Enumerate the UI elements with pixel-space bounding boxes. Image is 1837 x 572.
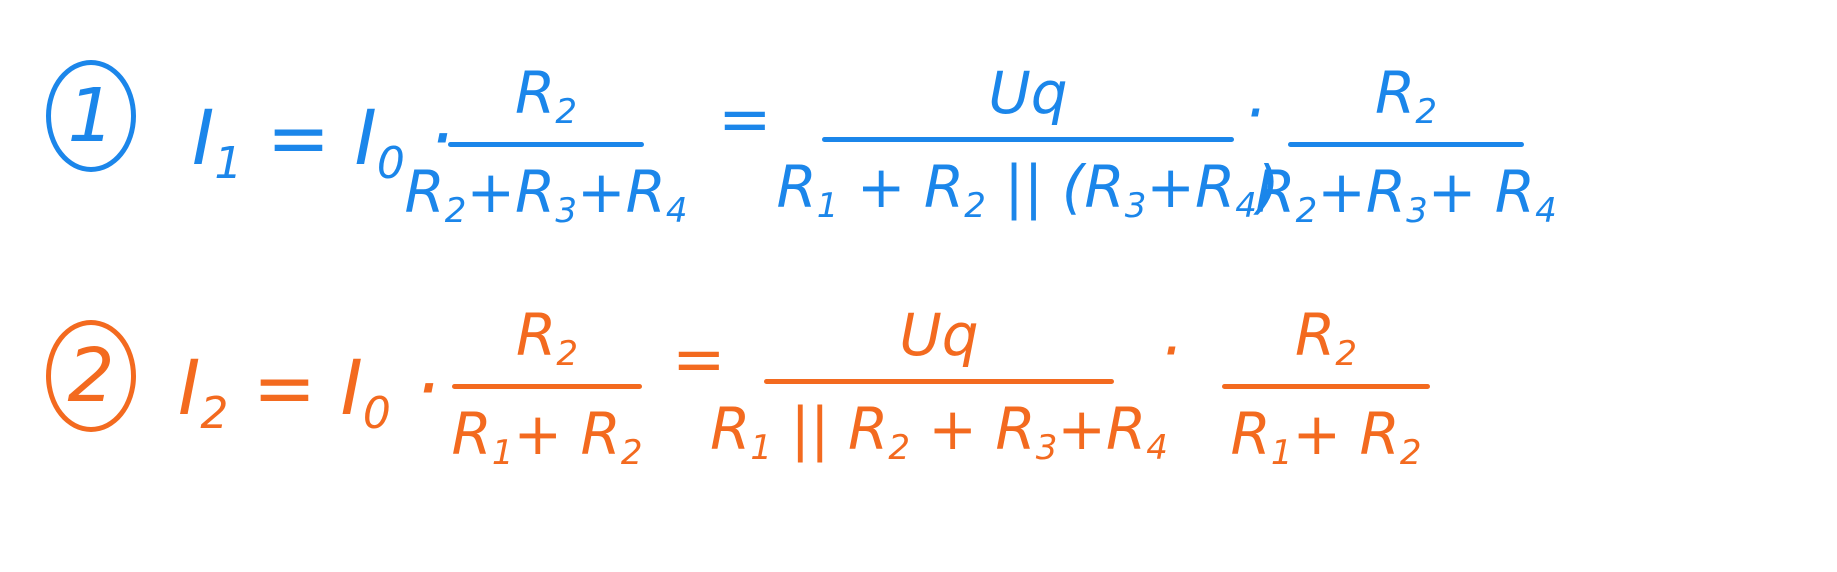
equation-number-1: 1 — [46, 60, 136, 172]
fraction-b-2: Uq R1 || R2 + R3+R4 — [710, 301, 1168, 468]
denominator: R1 || R2 + R3+R4 — [710, 394, 1168, 468]
denominator: R2+R3+ R4 — [1255, 158, 1557, 232]
numerator: Uq — [899, 301, 979, 369]
numerator: Uq — [988, 59, 1068, 127]
fraction-bar — [448, 142, 644, 148]
equals-sign: = — [672, 323, 726, 397]
numerator: R2 — [515, 59, 577, 132]
fraction-b-1: Uq R1 + R2 || (R3+R4) — [776, 59, 1279, 226]
denominator: R2+R3+R4 — [404, 158, 688, 232]
denominator: R1+ R2 — [451, 400, 643, 474]
fraction-c-2: R2 R1+ R2 — [1222, 302, 1430, 473]
fraction-a-1: R2 R2+R3+R4 — [404, 59, 687, 231]
fraction-bar — [764, 378, 1114, 384]
multiply-dot: · — [1244, 77, 1265, 151]
multiply-dot: · — [1160, 315, 1181, 389]
denominator: R1 + R2 || (R3+R4) — [776, 152, 1280, 226]
fraction-bar — [1222, 384, 1430, 390]
equation-number-2: 2 — [46, 320, 136, 432]
equals-sign: = — [718, 83, 772, 157]
fraction-bar — [452, 384, 642, 390]
numerator: R2 — [516, 301, 578, 374]
numerator: R2 — [1295, 301, 1357, 374]
lhs-current-2: I2 = I0 · — [178, 343, 440, 439]
numerator: R2 — [1375, 59, 1437, 132]
fraction-c-1: R2 R2+R3+ R4 — [1255, 59, 1556, 231]
fraction-a-2: R2 R1+ R2 — [452, 301, 643, 473]
equation-2: 2 I2 = I0 · R2 R1+ R2 = Uq R1 || R2 + R3… — [0, 290, 1837, 510]
fraction-bar — [822, 136, 1234, 142]
fraction-bar — [1288, 142, 1524, 148]
equation-1: 1 I1 = I0 · R2 R2+R3+R4 = Uq R1 + R2 || … — [0, 20, 1837, 240]
denominator: R1+ R2 — [1230, 400, 1422, 474]
lhs-current-1: I1 = I0 · — [192, 93, 454, 189]
